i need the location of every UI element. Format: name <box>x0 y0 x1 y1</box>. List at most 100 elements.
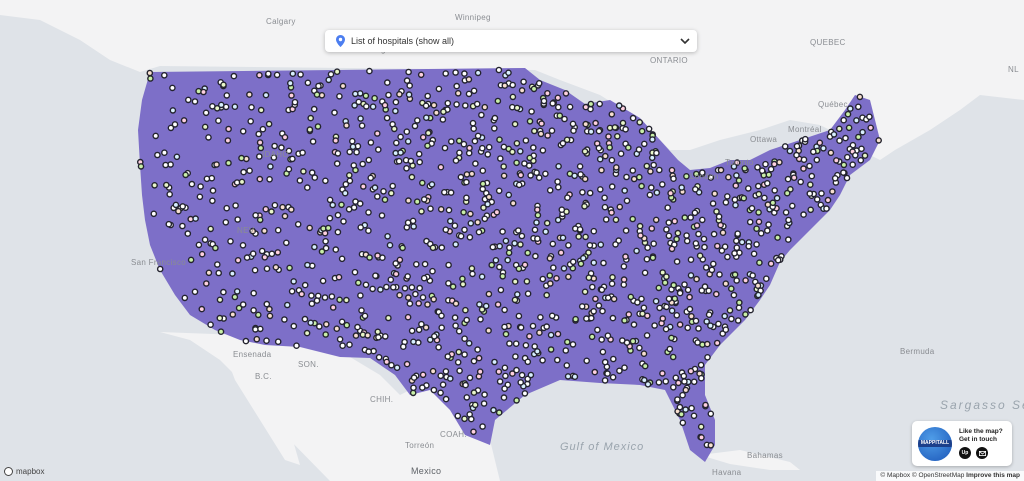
hospital-marker[interactable] <box>252 326 259 333</box>
hospital-marker[interactable] <box>461 415 468 423</box>
hospital-marker[interactable] <box>570 127 577 134</box>
hospital-marker[interactable] <box>383 283 390 291</box>
hospital-marker[interactable] <box>278 144 285 151</box>
hospital-marker[interactable] <box>225 159 232 167</box>
hospital-marker[interactable] <box>234 216 241 223</box>
hospital-marker[interactable] <box>774 256 782 264</box>
hospital-marker[interactable] <box>453 82 461 90</box>
hospital-marker[interactable] <box>590 307 598 315</box>
hospital-marker[interactable] <box>365 348 373 355</box>
hospital-marker[interactable] <box>415 300 423 307</box>
hospital-marker[interactable] <box>468 265 476 272</box>
hospital-marker[interactable] <box>592 295 599 303</box>
hospital-marker[interactable] <box>227 237 234 245</box>
hospital-marker[interactable] <box>679 391 686 399</box>
hospital-marker[interactable] <box>403 164 410 172</box>
hospital-marker[interactable] <box>321 294 329 301</box>
hospital-marker[interactable] <box>513 104 521 112</box>
hospital-marker[interactable] <box>496 155 504 162</box>
hospital-marker[interactable] <box>288 92 295 99</box>
hospital-marker[interactable] <box>617 150 625 157</box>
hospital-marker[interactable] <box>643 332 651 339</box>
hospital-marker[interactable] <box>319 277 327 285</box>
hospital-marker[interactable] <box>576 226 584 233</box>
hospital-marker[interactable] <box>212 244 219 252</box>
hospital-marker[interactable] <box>416 284 424 292</box>
hospital-marker[interactable] <box>351 90 359 98</box>
hospital-marker[interactable] <box>412 290 419 298</box>
hospital-marker[interactable] <box>590 227 598 235</box>
hospital-marker[interactable] <box>601 203 609 211</box>
hospital-marker[interactable] <box>513 159 520 167</box>
hospital-marker[interactable] <box>438 312 445 320</box>
hospital-marker[interactable] <box>381 196 389 203</box>
hospital-marker[interactable] <box>386 241 394 249</box>
hospital-marker[interactable] <box>405 68 412 76</box>
hospital-marker[interactable] <box>352 166 359 174</box>
hospital-marker[interactable] <box>147 75 154 82</box>
hospital-marker[interactable] <box>546 272 554 279</box>
hospital-marker[interactable] <box>840 169 847 176</box>
hospital-marker[interactable] <box>509 148 516 156</box>
hospital-marker[interactable] <box>348 137 356 145</box>
hospital-marker[interactable] <box>615 102 623 109</box>
hospital-marker[interactable] <box>264 70 272 78</box>
hospital-marker[interactable] <box>207 321 214 329</box>
hospital-marker[interactable] <box>546 255 554 262</box>
hospital-marker[interactable] <box>797 178 805 186</box>
hospital-marker[interactable] <box>455 327 463 335</box>
hospital-marker[interactable] <box>229 311 237 318</box>
hospital-marker[interactable] <box>513 397 520 404</box>
hospital-marker[interactable] <box>474 69 482 77</box>
hospital-marker[interactable] <box>271 201 279 209</box>
hospital-marker[interactable] <box>385 314 392 322</box>
hospital-marker[interactable] <box>523 278 531 285</box>
hospital-marker[interactable] <box>435 343 442 351</box>
hospital-marker[interactable] <box>609 314 617 322</box>
hospital-marker[interactable] <box>724 193 731 200</box>
hospital-marker[interactable] <box>740 194 748 202</box>
hospital-marker[interactable] <box>606 144 614 151</box>
hospital-marker[interactable] <box>452 300 460 307</box>
hospital-marker[interactable] <box>655 284 663 292</box>
hospital-marker[interactable] <box>750 250 758 258</box>
hospital-marker[interactable] <box>742 311 749 318</box>
hospital-marker[interactable] <box>479 180 487 188</box>
hospital-marker[interactable] <box>326 196 334 204</box>
hospital-marker[interactable] <box>647 168 654 175</box>
hospital-marker[interactable] <box>650 161 658 169</box>
hospital-marker[interactable] <box>524 290 532 298</box>
hospital-marker[interactable] <box>813 156 821 164</box>
hospital-marker[interactable] <box>653 149 660 157</box>
hospital-marker[interactable] <box>731 249 738 257</box>
hospital-marker[interactable] <box>611 124 619 131</box>
hospital-marker[interactable] <box>162 161 169 169</box>
hospital-marker[interactable] <box>256 139 264 146</box>
hospital-marker[interactable] <box>709 200 717 207</box>
hospital-marker[interactable] <box>539 356 546 364</box>
hospital-marker[interactable] <box>748 204 756 212</box>
hospital-marker[interactable] <box>554 94 562 102</box>
hospital-marker[interactable] <box>296 177 304 184</box>
hospital-marker[interactable] <box>453 101 460 108</box>
hospital-marker[interactable] <box>393 364 401 372</box>
hospital-marker[interactable] <box>359 183 367 190</box>
hospital-marker[interactable] <box>497 286 505 294</box>
hospital-marker[interactable] <box>500 172 508 180</box>
hospital-marker[interactable] <box>659 370 666 377</box>
hospital-marker[interactable] <box>597 186 604 193</box>
hospital-marker[interactable] <box>410 384 417 392</box>
hospital-marker[interactable] <box>713 208 720 215</box>
hospital-marker[interactable] <box>512 353 519 360</box>
hospital-marker[interactable] <box>297 71 304 78</box>
hospital-marker[interactable] <box>322 244 330 252</box>
hospital-marker[interactable] <box>758 167 766 174</box>
hospital-marker[interactable] <box>586 241 594 249</box>
hospital-marker[interactable] <box>650 240 658 247</box>
hospital-marker[interactable] <box>577 171 584 178</box>
hospital-marker[interactable] <box>447 189 455 196</box>
hospital-marker[interactable] <box>697 423 705 431</box>
hospital-marker[interactable] <box>203 175 211 183</box>
hospital-marker[interactable] <box>755 291 762 299</box>
hospital-marker[interactable] <box>314 123 322 130</box>
